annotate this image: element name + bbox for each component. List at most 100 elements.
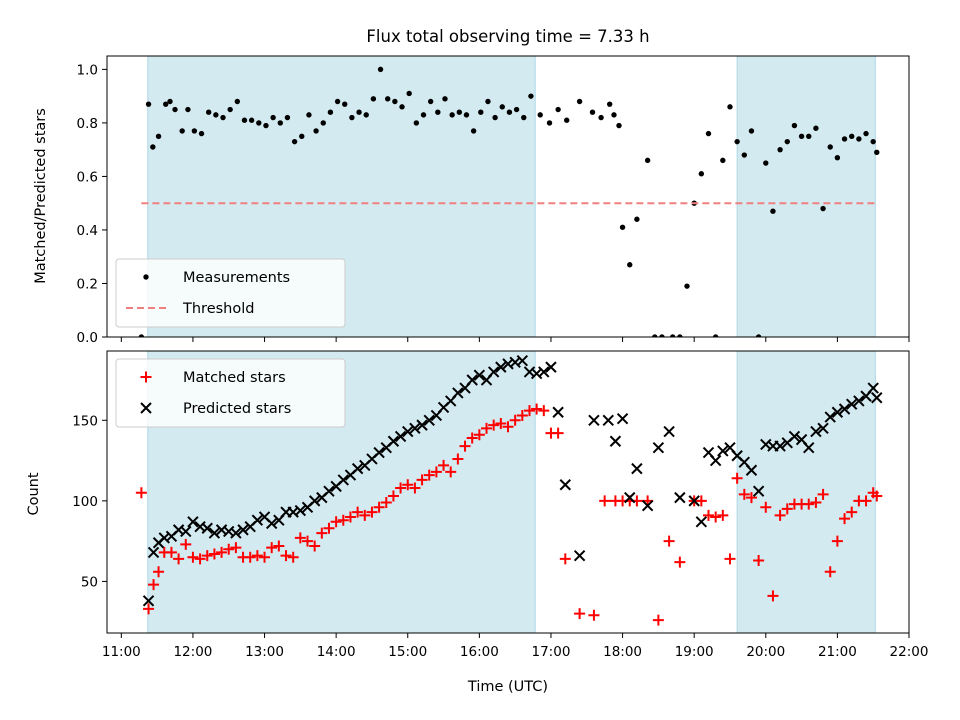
matched-star-point	[516, 409, 528, 421]
measurement-point	[863, 130, 869, 137]
predicted-star-point	[717, 445, 729, 457]
predicted-star-point	[774, 440, 786, 452]
matched-star-point	[273, 540, 285, 552]
measurement-point	[798, 133, 805, 139]
bottom-y-tick-label: 100	[72, 494, 98, 510]
matched-star-point	[738, 488, 750, 500]
measurement-point	[791, 122, 798, 129]
predicted-star-point	[516, 354, 529, 367]
measurement-point	[698, 171, 705, 177]
predicted-star-point	[709, 454, 722, 467]
matched-star-point	[831, 535, 843, 547]
measurement-point	[616, 122, 622, 129]
predicted-star-point	[201, 522, 213, 534]
matched-star-point	[423, 469, 435, 481]
measurement-point	[820, 205, 826, 212]
measurement-point	[234, 98, 241, 105]
measurement-point	[320, 120, 326, 126]
bottom-legend: Matched stars Predicted stars	[115, 358, 346, 428]
measurement-point	[277, 120, 283, 126]
predicted-star-point	[695, 516, 708, 528]
matched-star-point	[502, 421, 514, 433]
matched-star-point	[774, 509, 786, 521]
predicted-star-point	[416, 419, 428, 431]
measurement-point	[528, 93, 534, 99]
matched-star-point	[481, 422, 493, 434]
bottom-frame	[106, 350, 910, 634]
predicted-star-point	[817, 422, 829, 435]
measurement-point	[150, 144, 156, 150]
measurement-point	[720, 157, 726, 164]
matched-star-point	[208, 548, 220, 560]
measurement-point	[191, 128, 198, 134]
top-legend: Measurements Threshold	[115, 258, 346, 328]
predicted-star-point	[351, 462, 364, 475]
measurement-point	[463, 112, 470, 118]
matched-star-point	[674, 556, 686, 568]
measurement-point	[627, 262, 633, 268]
predicted-star-point	[487, 366, 500, 378]
matched-star-point	[459, 440, 471, 452]
matched-star-point	[717, 509, 729, 521]
legend-entry-label: Threshold	[182, 301, 254, 317]
measurement-point	[313, 128, 319, 134]
measurement-point	[470, 128, 477, 134]
predicted-star-point	[824, 411, 836, 423]
measurement-point	[167, 98, 173, 105]
legend-entry-label: Predicted stars	[183, 401, 291, 417]
measurement-point	[370, 96, 377, 102]
predicted-star-point	[838, 403, 851, 415]
measurement-point	[741, 152, 748, 158]
measurement-point	[435, 109, 441, 115]
matched-star-point	[194, 553, 206, 565]
matched-star-point	[488, 419, 500, 431]
measurement-point	[870, 138, 876, 145]
predicted-star-point	[867, 382, 879, 394]
predicted-star-point	[545, 361, 557, 373]
x-tick-label: 14:00	[317, 644, 356, 660]
matched-star-point	[846, 506, 858, 518]
legend-frame	[115, 358, 346, 428]
predicted-star-point	[208, 527, 221, 539]
measurement-point	[611, 112, 617, 118]
predicted-star-point	[652, 441, 665, 454]
measurement-point	[734, 138, 740, 145]
measurement-point	[784, 138, 790, 145]
predicted-star-point	[187, 516, 199, 528]
matched-star-point	[599, 495, 611, 507]
matched-star-point	[230, 542, 242, 554]
matched-star-point	[148, 579, 160, 591]
matched-star-point	[153, 566, 165, 578]
measurement-point	[163, 101, 169, 107]
measurement-point	[413, 120, 420, 126]
legend-entry-label: Matched stars	[183, 370, 286, 386]
matched-star-point	[373, 501, 385, 513]
matched-star-point	[380, 496, 392, 508]
measurement-point	[478, 109, 484, 115]
matched-star-point	[824, 566, 836, 578]
legend-marker-measurements	[143, 274, 149, 280]
measurement-point	[179, 128, 185, 134]
top-plot-area	[138, 66, 880, 337]
x-tick-label: 17:00	[532, 644, 571, 660]
matched-star-point	[559, 553, 571, 565]
bottom-panel: 50 100 150 11:00 12:00 13:00 14:00 15:00 16:00 17…	[72, 350, 928, 660]
predicted-star-point	[810, 425, 822, 438]
legend-entry-label: Measurements	[183, 270, 290, 286]
measurement-point	[420, 112, 427, 118]
bottom-y-axis-label: Count	[26, 472, 42, 515]
matched-star-point	[216, 546, 228, 558]
bottom-y-tick-label: 150	[72, 413, 98, 429]
predicted-star-point	[871, 392, 883, 404]
predicted-star-point	[803, 441, 815, 454]
measurement-point	[299, 133, 305, 139]
matched-star-point	[430, 466, 442, 478]
matched-star-point	[731, 472, 743, 484]
predicted-star-point	[409, 422, 421, 435]
matched-star-point	[817, 488, 829, 500]
matched-star-point	[695, 495, 707, 507]
predicted-star-point	[337, 474, 350, 486]
predicted-star-point	[466, 374, 478, 386]
measurement-point	[659, 334, 665, 337]
